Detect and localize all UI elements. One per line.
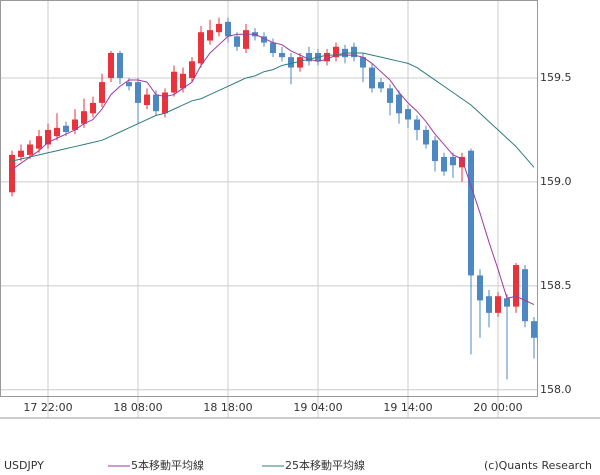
candle-body: [396, 94, 402, 114]
candle-body: [531, 321, 537, 338]
candle-body: [297, 57, 303, 68]
legend-label: 5本移動平均線: [131, 458, 204, 472]
candle-body: [27, 144, 33, 155]
candle-body: [288, 57, 294, 68]
candle-body: [261, 36, 267, 43]
x-tick-label: 18 08:00: [113, 401, 162, 414]
moving-average-line: [11, 33, 535, 305]
candle-body: [36, 136, 42, 149]
candle-body: [54, 127, 60, 137]
candle-body: [468, 150, 474, 276]
candle-body: [45, 129, 51, 145]
candle-body: [171, 71, 177, 93]
candle-body: [207, 30, 213, 41]
candle-body: [126, 82, 132, 87]
x-tick-label: 18 18:00: [203, 401, 252, 414]
candle-body: [360, 57, 366, 68]
candle-body: [477, 275, 483, 301]
candle-body: [63, 125, 69, 132]
x-tick-label: 20 00:00: [473, 401, 522, 414]
candle-body: [513, 265, 519, 307]
symbol-label: USDJPY: [4, 459, 44, 472]
candle-body: [243, 30, 249, 49]
y-tick-label: 159.5: [540, 71, 572, 84]
candle-body: [72, 119, 78, 130]
candle-body: [450, 156, 456, 166]
candle-body: [441, 156, 447, 172]
candle-body: [414, 119, 420, 130]
y-tick-label: 158.0: [540, 383, 572, 396]
plot-frame: [0, 0, 538, 397]
x-tick-label: 19 14:00: [383, 401, 432, 414]
candle-body: [180, 73, 186, 89]
candle-body: [324, 53, 330, 62]
candle-body: [18, 150, 24, 157]
y-tick-label: 159.0: [540, 175, 572, 188]
candle-body: [459, 156, 465, 168]
candle-body: [81, 111, 87, 124]
candle-body: [432, 140, 438, 162]
candle-body: [135, 82, 141, 103]
candle-body: [369, 67, 375, 89]
candle-body: [162, 92, 168, 114]
candle-body: [279, 53, 285, 58]
candle-body: [216, 23, 222, 33]
candle-body: [90, 102, 96, 114]
x-tick-label: 17 22:00: [23, 401, 72, 414]
candle-body: [405, 109, 411, 120]
plot-area: [0, 0, 537, 396]
candle-body: [234, 36, 240, 47]
candle-body: [225, 21, 231, 37]
x-tick-label: 19 04:00: [293, 401, 342, 414]
moving-average-line: [11, 52, 535, 168]
candle-body: [486, 296, 492, 313]
candle-body: [351, 46, 357, 58]
candle-body: [333, 46, 339, 58]
candle-body: [387, 88, 393, 103]
candle-body: [306, 53, 312, 62]
candle-body: [108, 53, 114, 78]
candle-body: [144, 94, 150, 105]
y-tick-label: 158.5: [540, 279, 572, 292]
candle-body: [270, 42, 276, 54]
legend-label: 25本移動平均線: [285, 458, 365, 472]
candle-body: [378, 82, 384, 89]
candle-body: [198, 32, 204, 64]
candle-body: [117, 53, 123, 78]
candle-body: [99, 82, 105, 103]
candle-body: [522, 269, 528, 322]
candle-body: [504, 298, 510, 307]
candle-body: [189, 61, 195, 78]
candle-body: [495, 296, 501, 313]
candle-body: [9, 154, 15, 193]
credit: (c)Quants Research: [484, 459, 592, 472]
candle-body: [423, 129, 429, 145]
candle-body: [153, 94, 159, 112]
